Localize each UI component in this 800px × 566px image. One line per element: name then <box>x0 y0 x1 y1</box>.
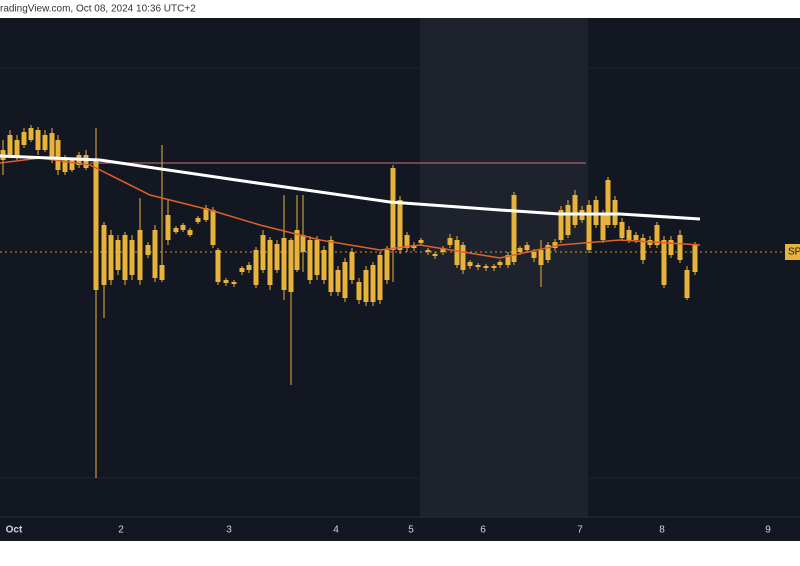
x-tick-label: Oct <box>6 525 23 536</box>
x-tick-label: 5 <box>408 525 414 536</box>
session-highlight <box>420 18 588 517</box>
chart-area <box>0 18 800 541</box>
x-tick-label: 4 <box>333 525 339 536</box>
top-bar <box>0 0 800 18</box>
x-tick-label: 8 <box>659 525 665 536</box>
x-tick-label: 6 <box>480 525 486 536</box>
moving-average-short <box>0 157 701 259</box>
price-tag-text: SP <box>788 247 800 258</box>
x-axis: Oct 2 3 4 5 6 7 8 9 <box>6 525 772 536</box>
x-tick-label: 2 <box>118 525 124 536</box>
x-tick-label: 7 <box>577 525 583 536</box>
moving-average-long <box>0 154 701 221</box>
x-tick-label: 9 <box>765 525 771 536</box>
header-text: radingView.com, Oct 08, 2024 10:36 UTC+2 <box>0 4 196 15</box>
price-tag <box>785 244 800 260</box>
x-tick-label: 3 <box>226 525 232 536</box>
